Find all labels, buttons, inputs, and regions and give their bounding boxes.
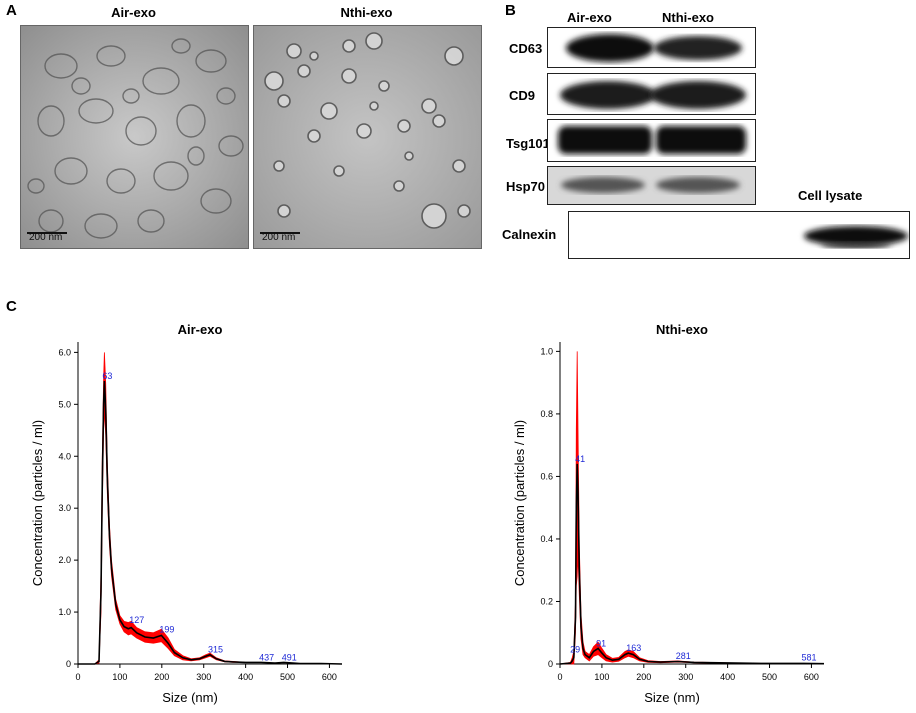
chart-air-exo: Air-exo 0 1.0 2.0 3.0 4.0 5.0 6.0 0 100 200 300 400 5…: [30, 322, 343, 705]
y-tick-label: 0.4: [540, 534, 553, 544]
y-tick-label: 1.0: [58, 607, 71, 617]
em-title-air-exo: Air-exo: [111, 5, 156, 20]
y-tick-label: 0.8: [540, 409, 553, 419]
peak-label: 91: [596, 638, 606, 648]
peak-label: 29: [570, 645, 580, 655]
y-tick-label: 3.0: [58, 503, 71, 513]
blot-label-cd9: CD9: [509, 88, 536, 103]
em-title-nthi-exo: Nthi-exo: [340, 5, 393, 20]
x-axis-label: Size (nm): [644, 690, 700, 705]
em-image-air-exo: 200 nm: [20, 25, 249, 249]
em-micrograph-air-exo: 200 nm: [21, 26, 248, 248]
y-axis-label: Concentration (particles / ml): [30, 420, 45, 586]
blot-cd63: [547, 27, 756, 68]
peak-label: 437: [259, 652, 274, 662]
panel-b-letter: B: [505, 2, 516, 19]
peak-label: 63: [102, 371, 112, 381]
y-tick-label: 6.0: [58, 347, 71, 357]
lane-label-nthi-exo: Nthi-exo: [662, 10, 714, 25]
x-tick-label: 300: [678, 672, 693, 682]
chart-title: Nthi-exo: [656, 322, 708, 337]
y-tick-label: 0: [66, 659, 71, 669]
series-line: [559, 463, 825, 665]
chart-title: Air-exo: [178, 322, 223, 337]
blot-calnexin: [568, 211, 910, 259]
x-tick-label: 100: [594, 672, 609, 682]
blot-tsg101: [547, 119, 756, 162]
y-tick-label: 0: [548, 659, 553, 669]
blot-cd9: [547, 73, 756, 115]
blot-label-tsg101: Tsg101: [506, 136, 550, 151]
y-tick-label: 1.0: [540, 346, 553, 356]
blot-bands-cd63: [566, 34, 742, 62]
x-tick-label: 400: [720, 672, 735, 682]
x-axis-label: Size (nm): [162, 690, 218, 705]
x-tick-label: 300: [196, 672, 211, 682]
peak-label: 491: [282, 652, 297, 662]
cell-lysate-label: Cell lysate: [798, 188, 863, 203]
em-micrograph-nthi-exo: 200 nm: [254, 26, 481, 248]
panel-c-letter: C: [6, 298, 17, 315]
y-tick-label: 0.2: [540, 596, 553, 606]
x-tick-label: 600: [804, 672, 819, 682]
peak-label: 199: [159, 624, 174, 634]
blot-bands-cd9: [560, 81, 746, 109]
y-tick-label: 2.0: [58, 555, 71, 565]
x-tick-label: 200: [636, 672, 651, 682]
chart-nthi-exo: Nthi-exo 0 0.2 0.4 0.6 0.8 1.0 0 100 200 300 400 500…: [512, 322, 825, 705]
x-tick-label: 600: [322, 672, 337, 682]
panel-a-letter: A: [6, 2, 17, 19]
peak-label: 41: [575, 454, 585, 464]
blot-label-cd63: CD63: [509, 41, 543, 56]
blot-bands-hsp70: [548, 167, 755, 204]
y-tick-label: 5.0: [58, 399, 71, 409]
series-error-band: [559, 351, 825, 665]
scale-bar-nthi-exo: 200 nm: [262, 232, 295, 243]
peak-label: 281: [676, 651, 691, 661]
x-tick-label: 400: [238, 672, 253, 682]
blot-label-calnexin: Calnexin: [502, 227, 557, 242]
scale-bar-air-exo: 200 nm: [29, 232, 62, 243]
series-line: [78, 380, 343, 665]
blot-bands-tsg101: [558, 126, 746, 154]
lane-label-air-exo: Air-exo: [567, 10, 612, 25]
blot-hsp70: [547, 166, 756, 205]
y-tick-label: 0.6: [540, 471, 553, 481]
y-tick-label: 4.0: [58, 451, 71, 461]
em-image-nthi-exo: 200 nm: [253, 25, 482, 249]
x-tick-label: 100: [112, 672, 127, 682]
blot-label-hsp70: Hsp70: [506, 179, 546, 194]
x-tick-label: 0: [75, 672, 80, 682]
y-axis-label: Concentration (particles / ml): [512, 420, 527, 586]
peak-label: 127: [129, 615, 144, 625]
peak-label: 163: [626, 643, 641, 653]
x-tick-label: 500: [762, 672, 777, 682]
x-tick-label: 500: [280, 672, 295, 682]
series-error-band: [78, 352, 343, 665]
blot-bands-calnexin: [804, 226, 908, 248]
peak-label: 315: [208, 645, 223, 655]
x-tick-label: 0: [557, 672, 562, 682]
peak-label: 581: [801, 652, 816, 662]
x-tick-label: 200: [154, 672, 169, 682]
